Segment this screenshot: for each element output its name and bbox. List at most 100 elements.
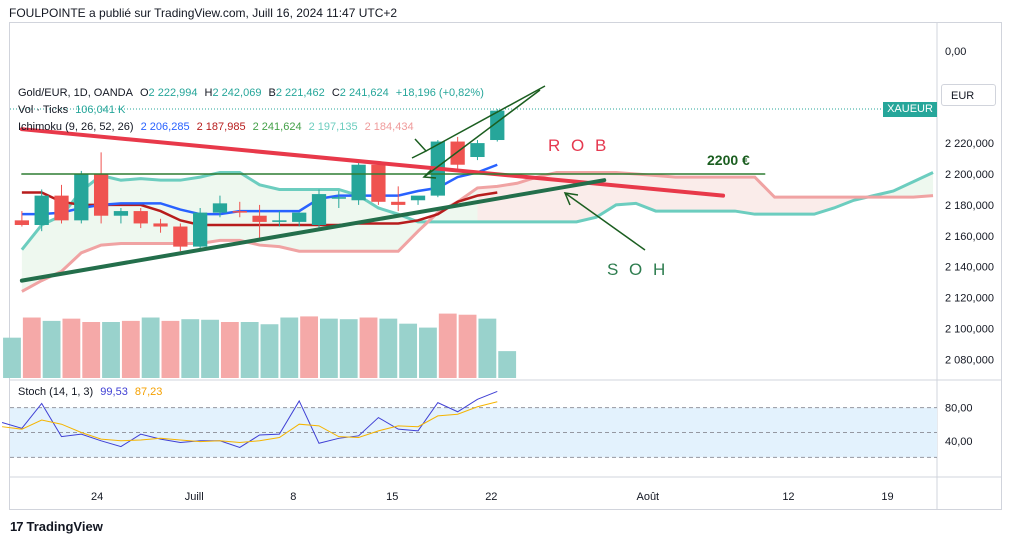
legend-close-label: C	[331, 87, 340, 99]
stoch-d-value: 87,23	[134, 386, 163, 398]
candlestick-series	[14, 109, 505, 252]
legend-high: 2 242,069	[212, 87, 262, 99]
cloud-fill	[21, 172, 934, 292]
volume-bars	[3, 313, 517, 378]
volume-bar	[141, 317, 160, 378]
volume-bar	[82, 322, 101, 378]
trendline-red-resistance	[19, 127, 726, 198]
candle-body	[193, 212, 208, 247]
annotation-level: 2200 €	[707, 152, 750, 168]
time-tick-label: 8	[290, 491, 296, 503]
volume-bar	[359, 317, 378, 378]
volume-bar	[319, 318, 338, 378]
candle	[74, 170, 89, 224]
tradingview-brand: TradingView	[26, 519, 103, 534]
volume-bar	[260, 324, 279, 378]
candle	[34, 189, 49, 232]
candle	[410, 195, 426, 205]
candle	[351, 161, 366, 205]
candle	[470, 140, 485, 161]
price-tick-label: 2 080,000	[945, 354, 994, 366]
candle-body	[371, 164, 386, 202]
candle-body	[93, 174, 109, 216]
arrow-rob-2-head	[422, 169, 437, 179]
candle	[272, 211, 287, 227]
volume-bar	[478, 318, 497, 378]
symbol-price-tag: XAUEUR	[883, 102, 937, 117]
legend-low: 2 221,462	[275, 87, 325, 99]
volume-bar	[121, 320, 140, 378]
ichimoku-span-b-value: 2 184,434	[364, 121, 414, 133]
candle-body	[391, 201, 406, 205]
candle	[113, 207, 129, 224]
candle	[311, 189, 327, 229]
candle	[331, 190, 346, 208]
stoch-k-value: 99,53	[100, 386, 128, 398]
volume-bar	[240, 322, 259, 378]
price-tick-label: 2 140,000	[945, 262, 994, 274]
candle-body	[54, 195, 69, 221]
volume-bar	[419, 327, 437, 378]
ichimoku-legend-label: Ichimoku (9, 26, 52, 26)	[18, 121, 134, 133]
legend-low-label: B	[268, 87, 276, 99]
time-tick-label: 15	[386, 491, 398, 503]
tradingview-logo[interactable]: 17 TradingView	[10, 519, 103, 534]
ichimoku-span-a-value: 2 197,135	[308, 121, 358, 133]
chart-frame[interactable]	[9, 22, 1002, 510]
candle-body	[14, 220, 30, 225]
stoch-d-line	[2, 401, 498, 443]
volume-bar	[161, 320, 180, 378]
currency-button[interactable]: EUR	[941, 84, 996, 106]
candle-body	[173, 226, 188, 247]
volume-bar	[438, 313, 457, 378]
span-a-line	[20, 170, 934, 251]
volume-bar	[62, 318, 81, 378]
candle	[153, 218, 168, 233]
time-tick-label: Juill	[185, 491, 204, 503]
candle	[173, 223, 188, 252]
arrow-rob-1-head	[411, 138, 428, 159]
candle-body	[153, 223, 168, 227]
stoch-tick-label: 80,00	[945, 403, 973, 415]
candle-body	[133, 211, 148, 224]
candle-body	[292, 212, 307, 222]
candle-body	[113, 211, 129, 216]
candle	[212, 195, 228, 218]
candle-body	[450, 141, 465, 165]
ichimoku-cloud	[21, 172, 934, 292]
candle-body	[470, 143, 485, 158]
arrow-soh	[564, 192, 646, 251]
volume-bar	[201, 319, 219, 378]
time-tick-label: 12	[782, 491, 794, 503]
drawings: R O B S O H 2200 €	[19, 85, 766, 283]
stoch-legend[interactable]: Stoch (14, 1, 3) 99,53 87,23	[18, 386, 166, 398]
volume-bar	[220, 322, 239, 378]
volume-bar	[42, 320, 61, 378]
tradingview-logo-icon: 17	[10, 519, 24, 534]
volume-legend[interactable]: Vol · Ticks 106,041 K	[18, 104, 129, 116]
candle-body	[74, 174, 89, 221]
main-legend[interactable]: Gold/EUR, 1D, OANDA O2 222,994 H2 242,06…	[18, 87, 488, 99]
price-tick-label: 2 100,000	[945, 324, 994, 336]
ichimoku-kijun-value: 2 187,985	[196, 121, 246, 133]
candle-body	[272, 220, 287, 222]
candle	[54, 184, 69, 224]
axis-labels: 0,00 2 220,000 2 200,000 2 180,000 2 160,000…	[91, 46, 994, 503]
candle	[252, 204, 267, 239]
stoch-legend-label: Stoch (14, 1, 3)	[18, 386, 94, 398]
legend-change: +18,196 (+0,82%)	[395, 87, 484, 99]
time-tick-label: 19	[881, 491, 893, 503]
arrow-rob-1	[425, 85, 546, 152]
candle	[450, 136, 465, 170]
price-tick-label: 2 220,000	[945, 138, 994, 150]
candle-body	[331, 197, 346, 199]
legend-high-label: H	[204, 87, 213, 99]
ichimoku-legend[interactable]: Ichimoku (9, 26, 52, 26) 2 206,285 2 187…	[18, 121, 418, 133]
ichimoku-tenkan-value: 2 206,285	[140, 121, 190, 133]
volume-bar	[458, 314, 477, 378]
legend-open: 2 222,994	[148, 87, 198, 99]
price-tick-label: 2 180,000	[945, 200, 994, 212]
stoch-tick-label: 40,00	[945, 436, 973, 448]
legend-symbol[interactable]: Gold/EUR, 1D, OANDA	[18, 87, 133, 99]
